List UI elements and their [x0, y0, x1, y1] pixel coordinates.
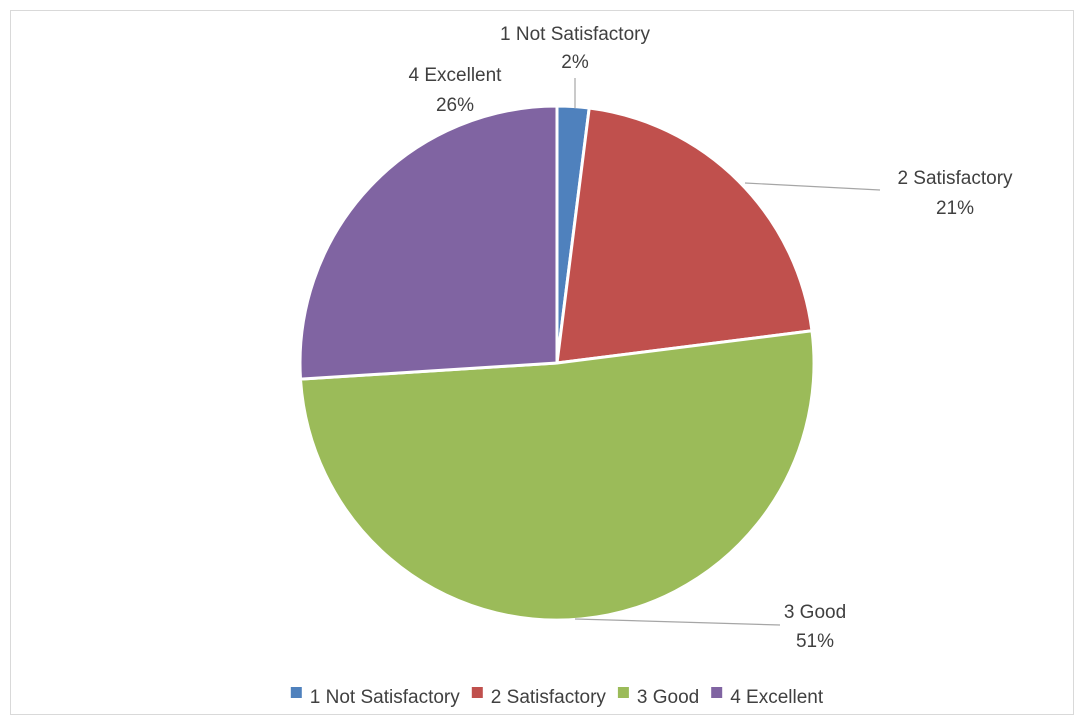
legend-swatch — [471, 687, 483, 698]
legend-item: 1 Not Satisfactory — [290, 687, 460, 708]
pie-slice-2-satisfactory — [555, 106, 814, 365]
leader-line — [574, 618, 781, 626]
pie-slices — [298, 104, 816, 622]
data-label-category: 2 Satisfactory — [897, 168, 1013, 189]
data-labels: 1 Not Satisfactory 2% 2 Satisfactory 21% 3 G… — [409, 24, 1014, 652]
legend-label: 1 Not Satisfactory — [310, 687, 460, 708]
pie-slice-4-excellent — [298, 104, 559, 381]
data-label-percent: 2% — [561, 52, 589, 73]
legend-swatch — [711, 687, 723, 698]
data-label-percent: 51% — [796, 631, 834, 652]
data-label-percent: 21% — [936, 198, 974, 219]
legend-label: 3 Good — [637, 687, 699, 708]
data-label-percent: 26% — [436, 95, 474, 116]
leader-lines — [574, 78, 881, 626]
legend-item: 4 Excellent — [711, 687, 824, 708]
leader-line — [744, 182, 881, 191]
legend-label: 2 Satisfactory — [491, 687, 607, 708]
legend-item: 3 Good — [617, 687, 699, 708]
data-label-category: 4 Excellent — [409, 65, 503, 86]
data-label-category: 1 Not Satisfactory — [500, 24, 650, 45]
legend: 1 Not Satisfactory 2 Satisfactory 3 Good 4 … — [290, 687, 824, 708]
legend-swatch — [617, 687, 629, 698]
data-label-category: 3 Good — [784, 602, 846, 623]
legend-swatch — [290, 687, 302, 698]
legend-label: 4 Excellent — [730, 687, 824, 708]
legend-item: 2 Satisfactory — [471, 687, 607, 708]
